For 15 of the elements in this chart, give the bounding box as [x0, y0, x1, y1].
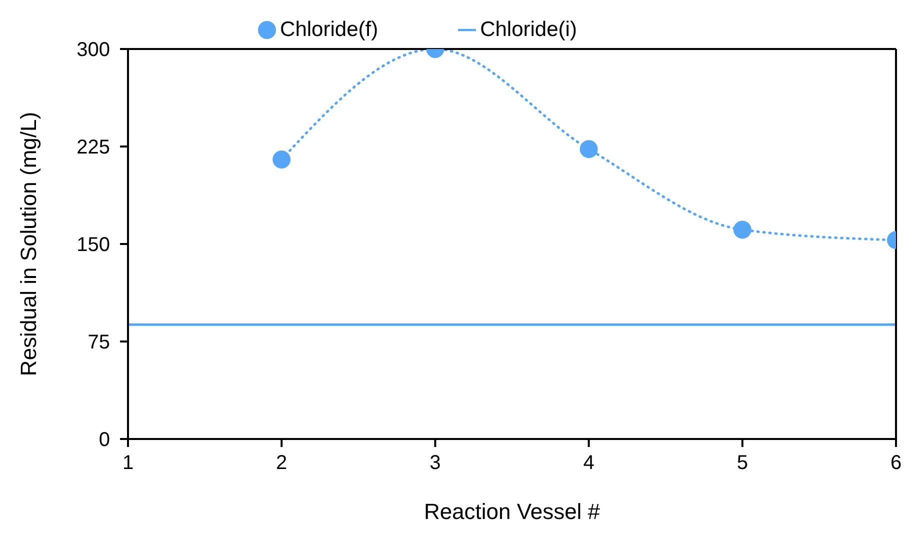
y-tick-label: 150 [76, 234, 110, 256]
y-tick-label: 225 [76, 136, 110, 159]
x-tick-label: 3 [430, 452, 441, 474]
y-axis-title: Residual in Solution (mg/L) [16, 112, 41, 376]
y-tick-label: 0 [98, 429, 110, 452]
x-tick-label: 2 [276, 452, 288, 474]
x-axis-title: Reaction Vessel # [424, 499, 601, 524]
legend-label: Chloride(i) [480, 18, 577, 41]
legend-label: Chloride(f) [280, 18, 378, 41]
x-tick-label: 4 [583, 452, 594, 474]
x-tick-label: 6 [890, 452, 902, 474]
y-tick-label: 75 [88, 332, 110, 354]
x-tick-label: 5 [736, 452, 748, 474]
x-tick-label: 1 [122, 452, 134, 474]
y-tick-label: 300 [76, 39, 110, 62]
